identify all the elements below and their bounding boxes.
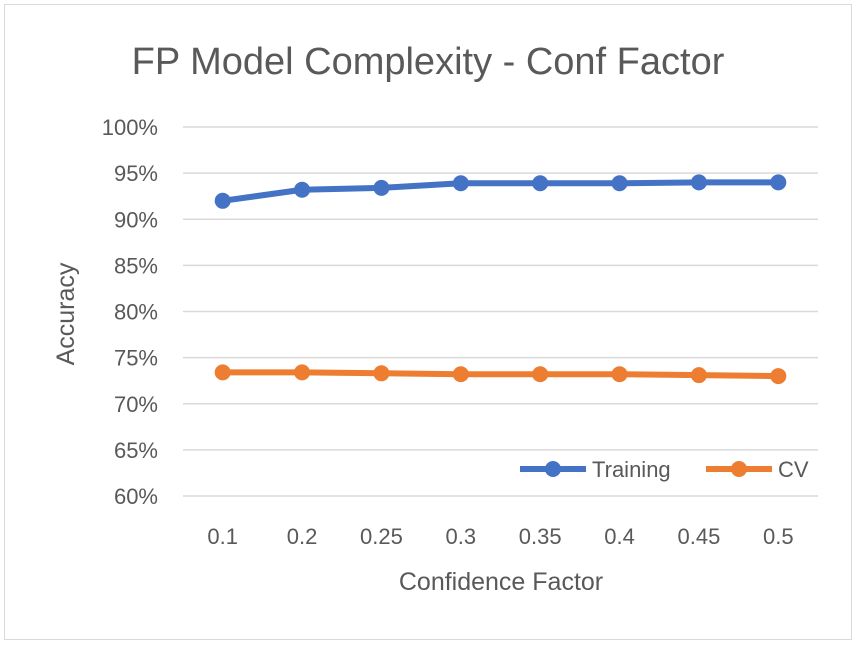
data-point-training: [611, 175, 628, 192]
legend-marker-training: [545, 461, 561, 477]
series-training: [214, 174, 787, 209]
legend-marker-cv: [731, 461, 747, 477]
y-axis-title: Accuracy: [52, 262, 80, 365]
x-tick-label: 0.5: [763, 524, 794, 549]
data-point-cv: [452, 366, 469, 383]
x-tick-label: 0.4: [604, 524, 635, 549]
chart-title: FP Model Complexity - Conf Factor: [132, 41, 725, 83]
y-tick-label: 100%: [102, 115, 158, 140]
series-cv: [214, 364, 787, 385]
chart-frame: [4, 4, 852, 640]
x-tick-label: 0.2: [287, 524, 318, 549]
x-tick-label: 0.3: [446, 524, 477, 549]
y-tick-label: 60%: [114, 484, 158, 509]
y-tick-label: 75%: [114, 346, 158, 371]
legend-label-cv: CV: [778, 457, 809, 482]
legend-label-training: Training: [592, 457, 671, 482]
data-point-cv: [690, 367, 707, 384]
y-tick-label: 90%: [114, 207, 158, 232]
x-tick-label: 0.25: [360, 524, 403, 549]
data-point-training: [373, 179, 390, 196]
x-axis-title: Confidence Factor: [399, 568, 603, 596]
data-point-training: [690, 174, 707, 191]
x-tick-label: 0.1: [207, 524, 238, 549]
data-point-training: [214, 192, 231, 209]
legend-item-cv: CV: [706, 457, 809, 482]
data-point-cv: [770, 368, 787, 385]
series-line-training: [219, 179, 782, 204]
y-tick-label: 95%: [114, 161, 158, 186]
y-tick-label: 65%: [114, 438, 158, 463]
series-line-cv: [219, 369, 782, 380]
x-tick-label: 0.35: [519, 524, 562, 549]
data-point-training: [452, 175, 469, 192]
x-tick-label: 0.45: [678, 524, 721, 549]
y-tick-label: 70%: [114, 392, 158, 417]
data-point-cv: [611, 366, 628, 383]
y-tick-label: 85%: [114, 253, 158, 278]
data-point-training: [294, 181, 311, 198]
legend-item-training: Training: [520, 457, 671, 482]
data-point-cv: [532, 366, 549, 383]
data-point-training: [532, 175, 549, 192]
data-point-cv: [373, 365, 390, 382]
data-point-cv: [294, 364, 311, 381]
data-point-cv: [214, 364, 231, 381]
data-point-training: [770, 174, 787, 191]
y-tick-label: 80%: [114, 300, 158, 325]
